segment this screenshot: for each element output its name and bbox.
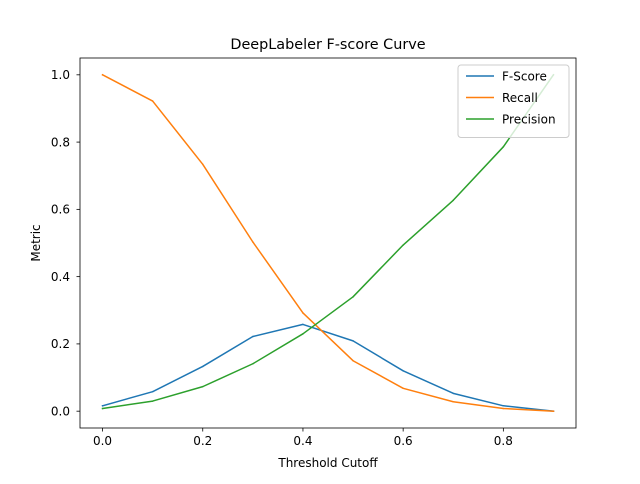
data-point-recall (202, 163, 204, 166)
data-point-f-score (452, 392, 454, 395)
data-point-precision (151, 400, 154, 402)
data-point-f-score (402, 370, 404, 372)
legend: F-Score Recall Precision (457, 64, 570, 138)
x-axis-label: Threshold Cutoff (277, 456, 378, 470)
data-point-precision (402, 244, 404, 246)
legend-label-precision: Precision (502, 112, 556, 126)
series-line-recall (101, 73, 555, 412)
data-point-recall (552, 410, 555, 412)
data-point-precision (101, 407, 104, 410)
data-point-f-score (352, 340, 354, 342)
legend-label-f-score: F-Score (502, 69, 547, 83)
y-tick-label: 0.2 (51, 337, 70, 351)
y-tick-label: 0.6 (51, 203, 70, 217)
series-line-precision (101, 73, 555, 410)
x-tick-label: 0.2 (193, 434, 212, 448)
x-tick-label: 0.4 (293, 434, 312, 448)
data-point-precision (302, 333, 304, 335)
y-axis-label: Metric (29, 224, 43, 261)
data-point-recall (302, 312, 304, 314)
x-axis: 0.0 0.2 0.4 0.6 0.8 (93, 428, 513, 448)
y-axis: 0.0 0.2 0.4 0.6 0.8 1.0 (51, 68, 80, 418)
data-point-precision (202, 385, 204, 388)
data-point-recall (151, 100, 154, 102)
data-point-f-score (202, 365, 204, 368)
legend-label-recall: Recall (502, 91, 538, 105)
data-point-recall (402, 387, 404, 390)
data-point-recall (101, 74, 104, 76)
data-point-precision (502, 146, 505, 148)
series-line-f-score (101, 323, 555, 413)
data-point-f-score (101, 405, 104, 407)
y-tick-label: 0.8 (51, 135, 70, 149)
data-point-precision (252, 363, 254, 365)
data-point-recall (252, 241, 254, 243)
chart-title: DeepLabeler F-score Curve (230, 37, 425, 53)
data-point-recall (452, 401, 454, 403)
data-point-f-score (151, 390, 154, 393)
plot-frame (79, 57, 577, 429)
y-tick-label: 0.4 (51, 270, 70, 284)
y-tick-label: 0.0 (51, 404, 70, 418)
x-tick-label: 0.6 (394, 434, 413, 448)
y-tick-label: 1.0 (51, 68, 70, 82)
x-tick-label: 0.8 (494, 434, 513, 448)
data-point-recall (502, 407, 505, 410)
data-point-f-score (502, 405, 505, 407)
data-point-precision (352, 296, 354, 298)
data-point-precision (452, 199, 454, 202)
x-tick-label: 0.0 (93, 434, 112, 448)
series-layer (101, 73, 555, 413)
data-point-f-score (302, 323, 304, 326)
data-point-f-score (252, 335, 254, 338)
data-point-recall (352, 359, 354, 362)
